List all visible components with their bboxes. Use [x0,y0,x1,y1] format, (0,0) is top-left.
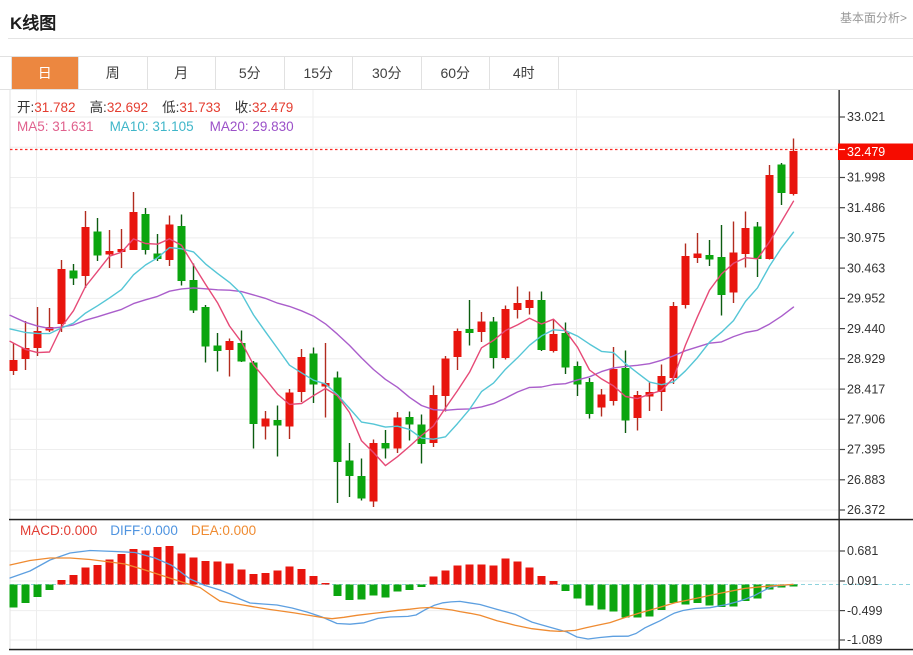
svg-text:31.998: 31.998 [847,171,885,185]
svg-text:26.372: 26.372 [847,503,885,517]
svg-text:27.906: 27.906 [847,413,885,427]
svg-text:29.440: 29.440 [847,322,885,336]
svg-text:30.463: 30.463 [847,261,885,275]
svg-text:-1.089: -1.089 [847,633,882,647]
svg-text:26.883: 26.883 [847,473,885,487]
svg-text:28.929: 28.929 [847,352,885,366]
svg-text:27.395: 27.395 [847,443,885,457]
svg-text:32.479: 32.479 [847,145,885,159]
svg-text:0.091: 0.091 [847,574,878,588]
svg-text:-0.499: -0.499 [847,604,882,618]
svg-text:29.952: 29.952 [847,292,885,306]
svg-text:28.417: 28.417 [847,382,885,396]
svg-text:30.975: 30.975 [847,231,885,245]
svg-text:0.681: 0.681 [847,544,878,558]
svg-text:33.021: 33.021 [847,110,885,124]
svg-text:31.486: 31.486 [847,201,885,215]
